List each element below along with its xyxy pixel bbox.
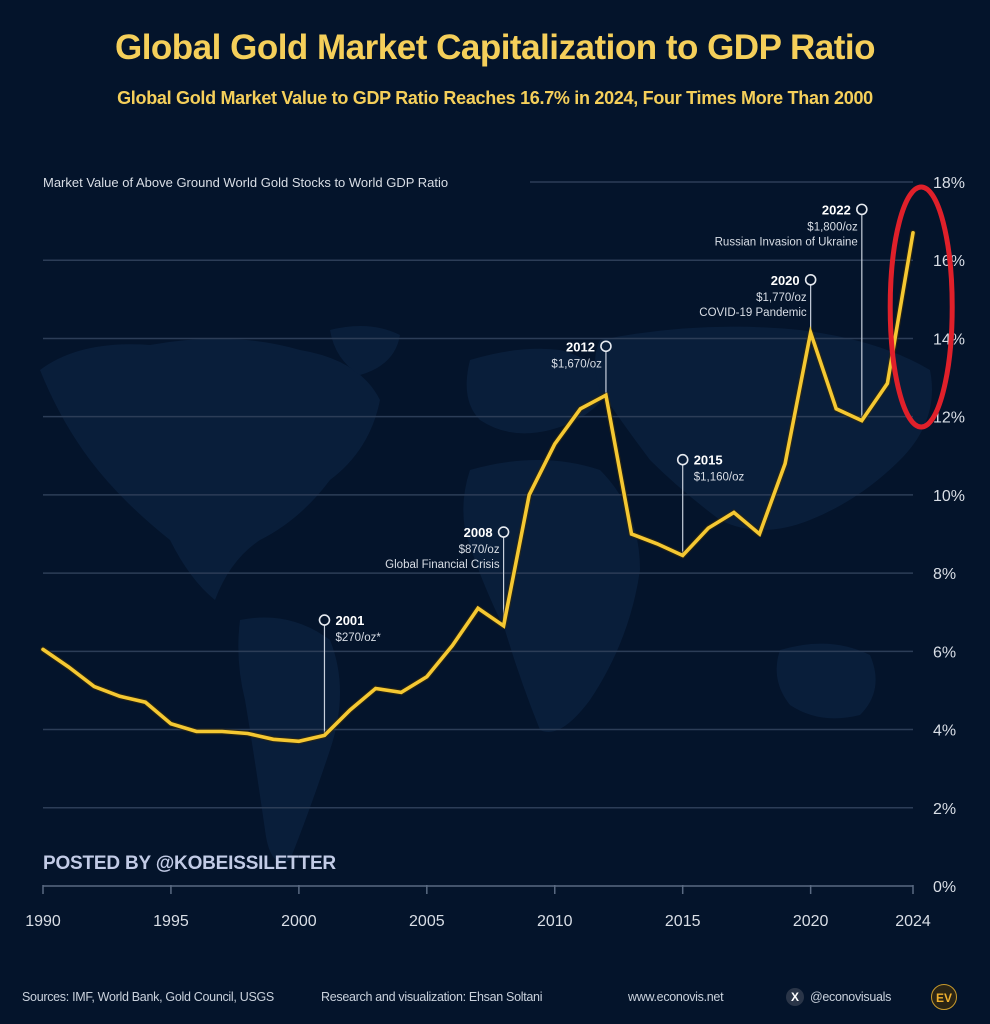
x-logo-icon: X	[786, 988, 804, 1006]
x-tick-label: 2015	[665, 913, 701, 930]
annotations: 2001 $270/oz* 2008 $870/oz Global Financial …	[318, 202, 868, 736]
annotation-2022: 2022 $1,800/oz Russian Invasion of Ukraine	[715, 202, 868, 421]
highlight-ellipse	[887, 184, 955, 430]
annotation-pin-icon	[856, 203, 868, 216]
x-tick-label: 2024	[895, 913, 931, 930]
x-tick-label: 1990	[25, 913, 61, 930]
annotation-detail: $1,770/oz	[756, 292, 807, 304]
annotation-pin-icon	[676, 453, 689, 466]
y-tick-label: 8%	[933, 566, 956, 583]
x-tick-label: 2005	[409, 913, 445, 930]
annotation-detail: Russian Invasion of Ukraine	[715, 236, 858, 248]
x-tick-label: 2000	[281, 913, 317, 930]
sources-text: Sources: IMF, World Bank, Gold Council, …	[22, 990, 274, 1004]
annotation-2020: 2020 $1,770/oz COVID-19 Pandemic	[699, 273, 817, 333]
annotation-year: 2022	[822, 202, 851, 217]
annotation-detail: $870/oz	[459, 544, 500, 556]
annotation-2001: 2001 $270/oz*	[318, 613, 381, 736]
annotation-detail: $1,160/oz	[694, 472, 745, 484]
x-tick-label: 2010	[537, 913, 573, 930]
y-tick-label: 6%	[933, 644, 956, 661]
footer: Sources: IMF, World Bank, Gold Council, …	[0, 988, 990, 1012]
social-handle[interactable]: @econovisuals	[810, 990, 892, 1004]
highlight	[887, 184, 955, 430]
annotation-year: 2001	[335, 613, 364, 628]
y-tick-label: 18%	[933, 175, 965, 192]
world-map-background	[40, 326, 932, 862]
y-tick-label: 2%	[933, 801, 956, 818]
annotation-year: 2008	[464, 525, 493, 540]
y-tick-label: 0%	[933, 879, 956, 896]
annotation-year: 2015	[694, 453, 723, 468]
annotation-year: 2020	[771, 273, 800, 288]
annotation-detail: $270/oz*	[335, 632, 381, 644]
series-line	[41, 231, 915, 744]
annotation-year: 2012	[566, 339, 595, 354]
website-link[interactable]: www.econovis.net	[628, 990, 724, 1004]
y-axis-label: Market Value of Above Ground World Gold …	[43, 175, 448, 190]
annotation-detail: $1,800/oz	[807, 221, 858, 233]
x-axis: 1990 1995 2000 2005 2010 2015 2020 2024	[25, 885, 931, 930]
annotation-pin-icon	[318, 614, 331, 626]
annotation-detail: $1,670/oz	[551, 358, 602, 370]
annotation-pin-icon	[600, 340, 612, 353]
econovis-logo-icon: EV	[931, 984, 957, 1010]
x-tick-label: 2020	[793, 913, 829, 930]
y-axis: 0%2%4%6%8%10%12%14%16%18%	[933, 175, 965, 896]
research-credit: Research and visualization: Ehsan Soltan…	[321, 990, 543, 1004]
series	[40, 229, 916, 745]
annotation-2012: 2012 $1,670/oz	[551, 339, 612, 396]
gridlines	[43, 181, 913, 809]
posted-by-watermark: POSTED BY @KOBEISSILETTER	[43, 853, 336, 874]
y-tick-label: 10%	[933, 488, 965, 505]
annotation-2015: 2015 $1,160/oz	[676, 453, 745, 556]
y-tick-label: 12%	[933, 410, 965, 427]
annotation-pin-icon	[497, 526, 510, 538]
chart-title: Global Gold Market Capitalization to GDP…	[114, 28, 876, 67]
chart-subtitle: Global Gold Market Value to GDP Ratio Re…	[117, 88, 873, 108]
annotation-detail: Global Financial Crisis	[385, 559, 500, 571]
annotation-pin-icon	[804, 273, 817, 286]
y-tick-label: 4%	[933, 723, 956, 740]
x-tick-label: 1995	[153, 913, 189, 930]
annotation-detail: COVID-19 Pandemic	[699, 307, 807, 319]
